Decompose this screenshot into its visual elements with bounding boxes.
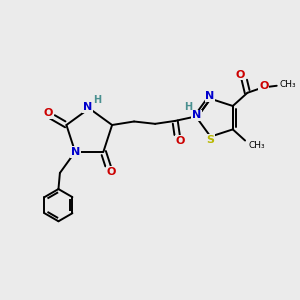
Text: O: O: [44, 108, 53, 118]
Text: N: N: [83, 102, 92, 112]
Text: O: O: [176, 136, 185, 146]
Text: N: N: [70, 147, 80, 157]
Text: S: S: [206, 135, 214, 145]
Text: N: N: [192, 110, 201, 120]
Text: H: H: [93, 94, 101, 105]
Text: O: O: [235, 70, 244, 80]
Text: CH₃: CH₃: [248, 141, 265, 150]
Text: N: N: [205, 92, 214, 101]
Text: O: O: [106, 167, 116, 177]
Text: O: O: [259, 81, 268, 92]
Text: H: H: [184, 102, 192, 112]
Text: CH₃: CH₃: [280, 80, 296, 89]
